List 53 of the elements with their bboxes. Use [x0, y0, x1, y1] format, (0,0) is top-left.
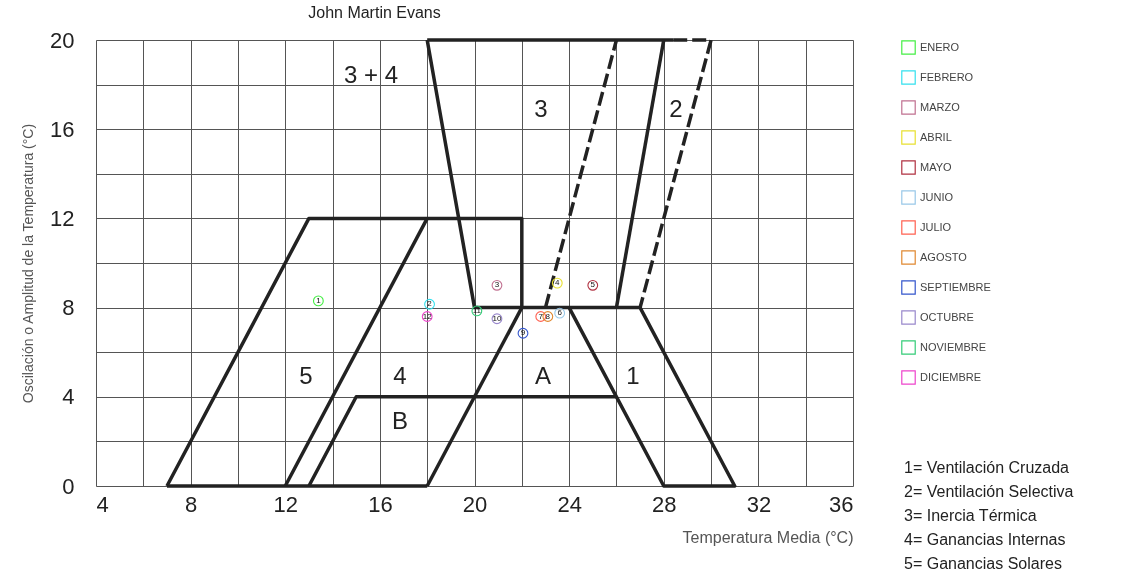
x-tick-label: 20 — [462, 491, 488, 517]
annotation: 7 — [538, 311, 544, 321]
y-tick-label: 0 — [62, 473, 75, 499]
legend-label: ENERO — [920, 40, 960, 53]
x-tick-label: 16 — [368, 491, 393, 517]
legend-label: DICIEMBRE — [920, 370, 982, 383]
annotation: 4 — [555, 278, 561, 288]
legend-label: MAYO — [920, 160, 953, 173]
text: 1= Ventilación Cruzada — [904, 459, 1070, 476]
x-tick-label: 28 — [652, 491, 677, 517]
annotation: 5 — [590, 280, 596, 290]
text: 4= Ganancias Internas — [904, 531, 1066, 548]
legend-label: NOVIEMBRE — [920, 340, 987, 353]
text: 2= Ventilación Selectiva — [904, 483, 1074, 500]
x-tick-label: 12 — [273, 491, 298, 517]
y-tick-label: 4 — [62, 384, 75, 410]
text: 5= Ganancias Solares — [904, 555, 1062, 572]
legend-label: OCTUBRE — [920, 310, 974, 323]
y-tick-label: 12 — [50, 205, 75, 231]
annotation: 3 — [494, 280, 500, 290]
legend-label: JULIO — [920, 220, 952, 233]
x-tick-label: 32 — [746, 491, 772, 517]
x-tick-label: 24 — [557, 491, 582, 517]
annotation: 1 — [316, 295, 322, 305]
annotation: 1 — [626, 362, 640, 389]
annotation: 5 — [299, 362, 313, 389]
annotation: 8 — [545, 311, 551, 321]
x-tick-label: 36 — [829, 491, 854, 517]
x-tick-label: 8 — [185, 491, 198, 517]
annotation: 2 — [669, 95, 683, 122]
x-axis-title: Temperatura Media (°C) — [682, 528, 854, 546]
legend-label: AGOSTO — [920, 250, 968, 263]
annotation: B — [391, 407, 409, 434]
annotation: 6 — [557, 308, 563, 318]
text: 3= Inercia Térmica — [904, 507, 1037, 524]
legend-label: FEBRERO — [920, 70, 974, 83]
chart-title: John Martin Evans — [308, 4, 441, 21]
annotation: 3 + 4 — [343, 61, 399, 88]
legend-label: ABRIL — [920, 130, 952, 143]
y-tick-label: 20 — [50, 27, 75, 53]
annotation: 4 — [393, 362, 407, 389]
annotation: 9 — [520, 328, 526, 338]
legend-label: MARZO — [920, 100, 961, 113]
annotation: 2 — [427, 299, 433, 309]
y-axis-title: Oscilación o Amplitud de la Temperatura (°C) — [20, 123, 37, 404]
y-tick-label: 16 — [50, 116, 75, 142]
annotation: A — [534, 362, 552, 389]
y-tick-label: 8 — [62, 295, 75, 321]
annotation: 10 — [492, 313, 502, 323]
x-tick-label: 4 — [96, 491, 109, 517]
legend-label: SEPTIEMBRE — [920, 280, 991, 293]
legend-label: JUNIO — [920, 190, 954, 203]
annotation: 3 — [534, 95, 548, 122]
